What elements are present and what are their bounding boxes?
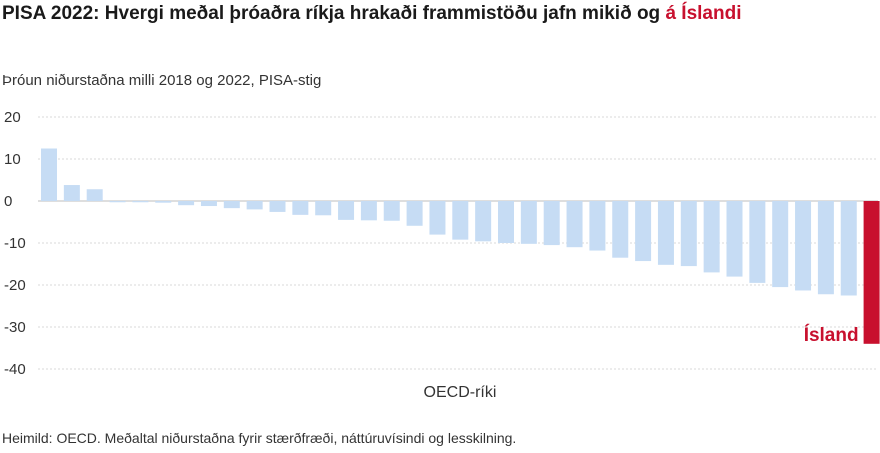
bar [680, 201, 697, 267]
bar [155, 201, 172, 203]
bar [246, 201, 263, 210]
bar [63, 185, 80, 201]
bar [315, 201, 332, 216]
bar [132, 201, 149, 203]
y-tick-label: -10 [4, 235, 26, 252]
bar [543, 201, 560, 246]
bar [612, 201, 629, 258]
bar [109, 201, 126, 203]
bar [383, 201, 400, 221]
source-note: Heimild: OECD. Meðaltal niðurstaðna fyri… [2, 430, 517, 446]
bar [338, 201, 355, 220]
y-tick-label: 10 [4, 151, 21, 168]
bar [200, 201, 217, 207]
bar [475, 201, 492, 242]
chart-subtitle: Þróun niðurstaðna milli 2018 og 2022, PI… [2, 72, 322, 89]
bar-iceland [863, 201, 880, 344]
bar [589, 201, 606, 251]
bar [86, 189, 103, 201]
y-tick-label: -20 [4, 277, 26, 294]
bar [178, 201, 195, 206]
bar [498, 201, 514, 243]
bar [520, 201, 537, 244]
y-tick-label: 0 [4, 193, 12, 210]
y-axis-ticks: 20 10 0 -10 -20 -30 -40 [4, 109, 26, 378]
chart-title: PISA 2022: Hvergi meðal þróaðra ríkja hr… [2, 2, 862, 25]
bar [635, 201, 652, 262]
y-tick-label: -40 [4, 361, 26, 378]
bar [657, 201, 674, 265]
bar [772, 201, 789, 288]
bar [360, 201, 377, 221]
bar [269, 201, 286, 212]
bar [223, 201, 240, 209]
bar [429, 201, 446, 235]
iceland-callout-label: Ísland [804, 324, 859, 346]
chart-title-highlight: á Íslandi [665, 3, 742, 24]
bar [292, 201, 309, 215]
bar [41, 148, 57, 201]
bar [726, 201, 743, 277]
bar [795, 201, 812, 291]
x-axis-label: OECD-ríki [424, 384, 497, 401]
bar [817, 201, 834, 295]
bar [840, 201, 857, 296]
bars [41, 148, 880, 344]
bar [452, 201, 469, 240]
bar [703, 201, 720, 273]
y-tick-label: -30 [4, 319, 26, 336]
y-tick-label: 20 [4, 109, 21, 126]
bar [566, 201, 583, 248]
chart-title-main: PISA 2022: Hvergi meðal þróaðra ríkja hr… [2, 3, 666, 24]
bar [749, 201, 766, 283]
bar [406, 201, 423, 226]
